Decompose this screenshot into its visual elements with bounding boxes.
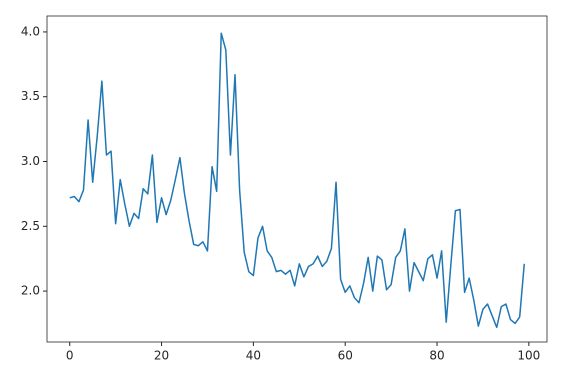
plot-frame — [46, 15, 548, 343]
x-tick-label: 80 — [429, 349, 444, 363]
y-tick-label: 2.5 — [21, 219, 40, 233]
x-tick-label: 40 — [246, 349, 261, 363]
y-tick-label: 4.0 — [21, 24, 40, 38]
line-series — [69, 32, 526, 329]
x-tick-label: 0 — [66, 349, 74, 363]
y-tick-label: 3.5 — [21, 89, 40, 103]
x-tick-label: 100 — [517, 349, 540, 363]
x-tick-label: 60 — [338, 349, 353, 363]
y-tick-label: 2.0 — [21, 284, 40, 298]
x-tick-label: 20 — [154, 349, 169, 363]
y-tick-label: 3.0 — [21, 154, 40, 168]
